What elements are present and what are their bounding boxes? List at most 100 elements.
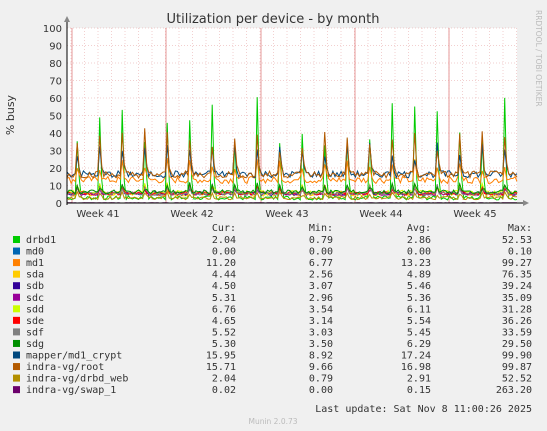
y-tick-label: 60 — [49, 94, 62, 105]
y-tick-label: 80 — [49, 59, 62, 70]
series-line-sdf — [66, 183, 518, 197]
legend-value-min: 6.77 — [309, 258, 333, 269]
y-tick-label: 0 — [56, 199, 62, 210]
axes — [64, 16, 529, 206]
y-axis-label: % busy — [4, 94, 17, 135]
y-tick-label: 50 — [49, 112, 62, 123]
legend-name: sdf — [26, 327, 44, 338]
legend-name: sdb — [26, 281, 44, 292]
legend-swatch — [13, 374, 20, 382]
legend-value-max: 39.24 — [502, 281, 532, 292]
legend-value-min: 8.92 — [309, 351, 333, 362]
chart-title: Utilization per device - by month — [167, 12, 380, 27]
legend-header: Min: — [309, 223, 333, 234]
series-line-mapper-md1-crypt — [66, 142, 518, 180]
legend-name: sde — [26, 316, 44, 327]
legend-value-avg: 6.11 — [407, 304, 431, 315]
legend-value-max: 99.90 — [502, 351, 532, 362]
legend-value-min: 3.03 — [309, 327, 333, 338]
legend-value-max: 52.52 — [502, 374, 532, 385]
legend-name: sda — [26, 270, 44, 281]
legend-value-max: 263.20 — [496, 385, 532, 396]
legend-swatch — [13, 282, 20, 290]
legend-name: sdd — [26, 304, 44, 315]
legend-value-avg: 5.36 — [407, 293, 431, 304]
y-tick-label: 70 — [49, 77, 62, 88]
grid — [67, 27, 517, 204]
legend-value-cur: 15.71 — [206, 362, 236, 373]
legend-value-max: 31.28 — [502, 304, 532, 315]
y-tick-label: 40 — [49, 129, 62, 140]
legend-value-cur: 4.65 — [212, 316, 236, 327]
legend-value-avg: 2.91 — [407, 374, 431, 385]
legend-swatch — [13, 386, 20, 394]
legend-value-max: 0.10 — [508, 247, 532, 258]
legend-header: Cur: — [212, 223, 236, 234]
legend-name: mapper/md1_crypt — [26, 351, 122, 362]
legend-value-avg: 16.98 — [401, 362, 431, 373]
legend-value-min: 2.96 — [309, 293, 333, 304]
legend-swatch — [13, 328, 20, 336]
x-tick-label: Week 43 — [265, 209, 308, 220]
series-line-md1 — [66, 157, 518, 185]
footer-version: Munin 2.0.73 — [248, 417, 297, 426]
y-axis-arrow-icon — [64, 16, 70, 22]
last-update: Last update: Sat Nov 8 11:00:26 2025 — [315, 404, 532, 415]
series-line-indra-vg-root — [66, 128, 518, 180]
legend-name: sdc — [26, 293, 44, 304]
legend-value-max: 29.50 — [502, 339, 532, 350]
series-lines — [66, 97, 518, 204]
y-tick-label: 20 — [49, 164, 62, 175]
legend-swatch — [13, 293, 20, 301]
watermark: RRDTOOL / TOBI OETIKER — [534, 10, 543, 107]
x-axis-arrow-icon — [523, 200, 529, 206]
legend-name: sdg — [26, 339, 44, 350]
legend-value-min: 0.79 — [309, 235, 333, 246]
legend-name: drbd1 — [26, 235, 56, 246]
legend-value-min: 3.14 — [309, 316, 333, 327]
x-tick-label: Week 44 — [359, 209, 402, 220]
legend-value-cur: 11.20 — [206, 258, 236, 269]
legend-swatch — [13, 247, 20, 255]
legend-swatch — [13, 339, 20, 347]
legend-swatch — [13, 316, 20, 324]
legend-value-cur: 2.04 — [212, 374, 236, 385]
legend-swatch — [13, 363, 20, 371]
legend-value-cur: 5.31 — [212, 293, 236, 304]
legend-swatch — [13, 270, 20, 278]
legend-value-min: 0.00 — [309, 247, 333, 258]
legend-value-cur: 5.30 — [212, 339, 236, 350]
legend-value-min: 0.79 — [309, 374, 333, 385]
legend-name: md1 — [26, 258, 44, 269]
legend-header: Avg: — [407, 223, 431, 234]
chart-text: 0 10 20 30 40 50 60 70 80 90 100 Week 41 Week 42 Week… — [4, 10, 543, 426]
legend-value-avg: 0.00 — [407, 247, 431, 258]
legend-value-avg: 4.89 — [407, 270, 431, 281]
legend-swatch — [13, 236, 20, 243]
legend-name: indra-vg/root — [26, 362, 104, 373]
legend-value-cur: 15.95 — [206, 351, 236, 362]
legend-name: indra-vg/drbd_web — [26, 374, 128, 385]
x-tick-label: Week 45 — [453, 209, 496, 220]
x-tick-label: Week 41 — [76, 209, 119, 220]
legend-value-cur: 4.50 — [212, 281, 236, 292]
legend-value-avg: 2.86 — [407, 235, 431, 246]
y-tick-label: 100 — [43, 24, 62, 35]
legend-value-avg: 6.29 — [407, 339, 431, 350]
legend-value-cur: 2.04 — [212, 235, 236, 246]
legend-value-max: 35.09 — [502, 293, 532, 304]
legend-value-max: 76.35 — [502, 270, 532, 281]
legend-value-cur: 4.44 — [212, 270, 236, 281]
legend-value-avg: 5.46 — [407, 281, 431, 292]
legend-value-min: 9.66 — [309, 362, 333, 373]
legend-value-max: 33.59 — [502, 327, 532, 338]
legend-header: Max: — [508, 223, 532, 234]
legend-value-avg: 5.45 — [407, 327, 431, 338]
legend-value-min: 3.54 — [309, 304, 333, 315]
legend-value-max: 99.27 — [502, 258, 532, 269]
x-tick-label: Week 42 — [170, 209, 213, 220]
legend-value-max: 52.53 — [502, 235, 532, 246]
legend-value-cur: 5.52 — [212, 327, 236, 338]
legend-swatch — [13, 305, 20, 313]
